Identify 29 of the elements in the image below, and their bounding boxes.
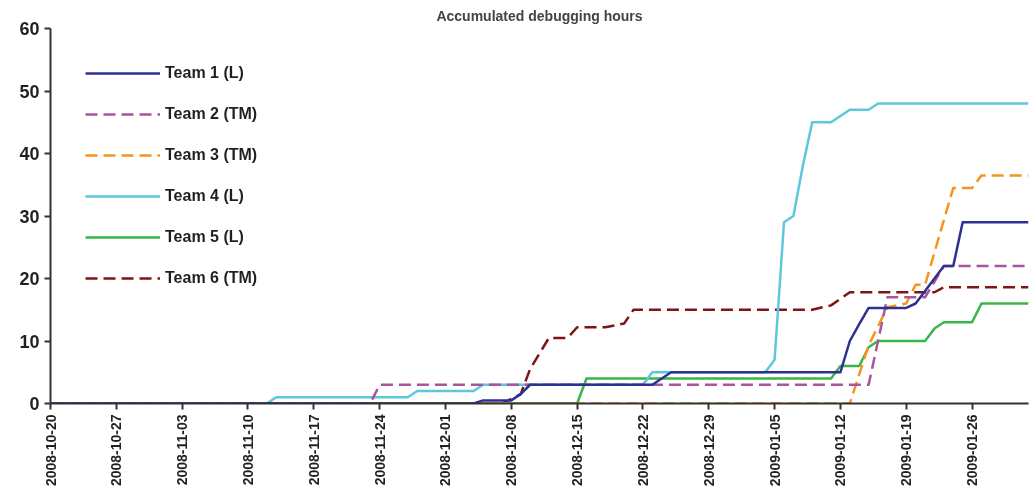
x-tick-label: 2009-01-26: [964, 414, 981, 487]
x-tick-label: 2008-10-20: [42, 414, 59, 487]
x-tick-label: 2008-11-03: [174, 414, 191, 486]
x-tick-label: 2008-12-29: [700, 414, 717, 487]
chart-title: Accumulated debugging hours: [436, 7, 643, 24]
y-tick-label: 10: [19, 331, 40, 352]
legend-label: Team 2 (TM): [165, 105, 258, 123]
legend-label: Team 1 (L): [165, 64, 244, 82]
x-tick-label: 2009-01-12: [832, 414, 849, 487]
x-tick-label: 2008-10-27: [108, 414, 125, 487]
legend-label: Team 4 (L): [165, 187, 244, 205]
legend-label: Team 3 (TM): [165, 146, 258, 164]
x-tick-label: 2008-12-08: [503, 414, 520, 487]
x-tick-label: 2009-01-19: [898, 414, 915, 487]
y-tick-label: 20: [19, 269, 40, 289]
y-tick-label: 60: [19, 19, 40, 39]
y-tick-label: 50: [19, 81, 40, 102]
x-tick-label: 2008-11-10: [239, 414, 256, 486]
x-tick-label: 2009-01-05: [766, 414, 783, 487]
y-tick-label: 30: [19, 206, 40, 227]
x-tick-label: 2008-11-24: [371, 414, 388, 486]
y-tick-label: 40: [19, 144, 40, 164]
x-tick-label: 2008-12-01: [437, 414, 454, 487]
legend-label: Team 6 (TM): [165, 269, 258, 287]
x-tick-label: 2008-11-17: [305, 414, 322, 486]
y-tick-label: 0: [29, 394, 40, 414]
x-tick-label: 2008-12-15: [569, 414, 586, 487]
legend-label: Team 5 (L): [165, 228, 244, 246]
x-tick-label: 2008-12-22: [634, 414, 651, 487]
